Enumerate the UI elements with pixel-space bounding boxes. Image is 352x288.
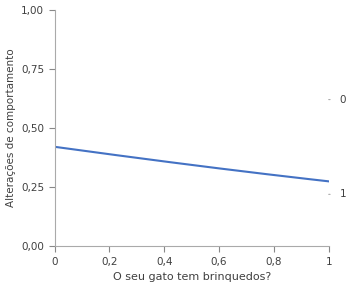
Text: 0: 0 (340, 94, 346, 105)
Y-axis label: Alterações de comportamento: Alterações de comportamento (6, 49, 15, 207)
Text: 1: 1 (340, 189, 346, 199)
X-axis label: O seu gato tem brinquedos?: O seu gato tem brinquedos? (113, 272, 271, 283)
